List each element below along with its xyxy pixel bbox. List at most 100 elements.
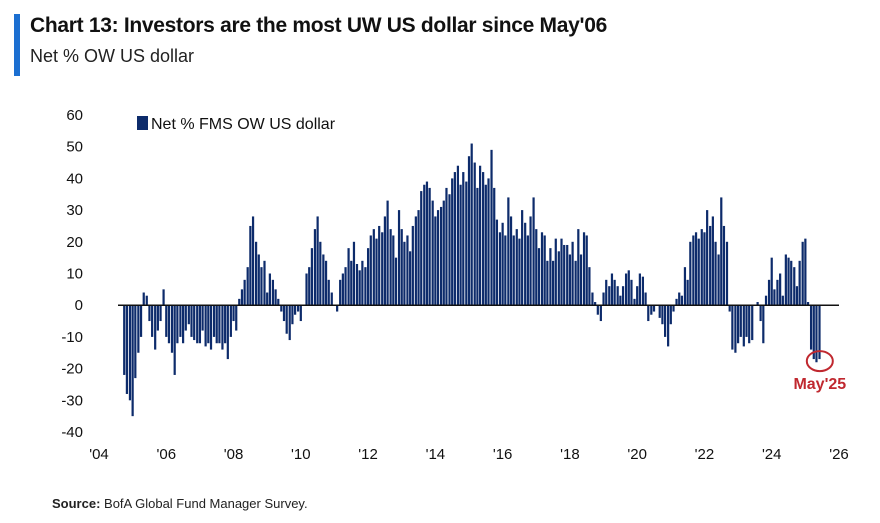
bar bbox=[599, 305, 602, 322]
bar bbox=[563, 244, 566, 306]
bar bbox=[420, 191, 423, 306]
annotation-circle bbox=[805, 350, 834, 373]
bar bbox=[638, 273, 641, 306]
bar bbox=[339, 279, 342, 306]
bar bbox=[193, 305, 196, 341]
bar bbox=[619, 295, 622, 306]
bar bbox=[784, 254, 787, 306]
bar bbox=[577, 229, 580, 306]
bar bbox=[330, 292, 333, 306]
bar bbox=[414, 216, 417, 306]
bar bbox=[431, 200, 434, 306]
bar bbox=[804, 238, 807, 306]
bar bbox=[123, 305, 126, 375]
bar bbox=[277, 298, 280, 306]
bar bbox=[549, 248, 552, 306]
bar bbox=[137, 305, 140, 353]
bar bbox=[745, 305, 748, 337]
bar bbox=[445, 187, 448, 306]
bar bbox=[274, 289, 277, 306]
bar bbox=[366, 248, 370, 306]
bar bbox=[344, 267, 347, 306]
bar bbox=[664, 305, 667, 337]
bar bbox=[680, 295, 684, 306]
bar bbox=[456, 165, 460, 306]
bar bbox=[467, 156, 471, 306]
bar bbox=[381, 232, 384, 306]
bar bbox=[566, 244, 569, 306]
y-tick-label: 30 bbox=[66, 202, 83, 219]
bar bbox=[700, 229, 703, 306]
x-tick-label: '08 bbox=[224, 446, 244, 463]
bar bbox=[436, 210, 440, 306]
bar bbox=[162, 289, 165, 306]
bar bbox=[226, 305, 229, 360]
bar bbox=[661, 305, 664, 325]
bar bbox=[574, 260, 577, 306]
annotation-label: May'25 bbox=[793, 376, 846, 393]
x-tick-label: '18 bbox=[560, 446, 580, 463]
bar bbox=[249, 225, 252, 306]
bar bbox=[728, 305, 731, 312]
bar bbox=[683, 267, 687, 306]
bar bbox=[181, 305, 185, 344]
x-tick-label: '16 bbox=[493, 446, 513, 463]
bar bbox=[207, 305, 210, 344]
bar bbox=[616, 286, 619, 306]
bar bbox=[636, 286, 639, 306]
bar bbox=[658, 305, 661, 318]
legend-swatch bbox=[137, 116, 148, 130]
bar bbox=[145, 295, 148, 306]
bar bbox=[308, 267, 311, 306]
bar bbox=[291, 305, 294, 325]
bar bbox=[585, 235, 588, 306]
bar bbox=[425, 181, 429, 306]
bar bbox=[487, 178, 490, 306]
bar bbox=[610, 273, 614, 306]
bar bbox=[806, 302, 810, 306]
bar bbox=[756, 302, 759, 306]
y-tick-label: -20 bbox=[61, 361, 83, 378]
bar bbox=[361, 260, 364, 306]
bar bbox=[462, 172, 465, 306]
x-tick-label: '10 bbox=[291, 446, 311, 463]
bar bbox=[184, 305, 187, 331]
bar bbox=[159, 305, 162, 322]
bar bbox=[675, 298, 678, 306]
bar bbox=[748, 305, 751, 344]
bar bbox=[605, 279, 608, 306]
bar bbox=[560, 238, 563, 306]
bar bbox=[812, 305, 815, 360]
bar bbox=[131, 305, 134, 417]
bar bbox=[624, 273, 628, 306]
x-tick-label: '24 bbox=[762, 446, 782, 463]
bar bbox=[263, 260, 266, 306]
bar bbox=[305, 273, 308, 306]
bar bbox=[714, 241, 717, 306]
bar bbox=[798, 260, 801, 306]
bar bbox=[400, 229, 403, 306]
bar bbox=[546, 260, 549, 306]
bar bbox=[512, 235, 515, 306]
bar bbox=[173, 305, 176, 375]
bar bbox=[647, 305, 650, 322]
bar bbox=[711, 216, 714, 306]
source-note: Source: BofA Global Fund Manager Survey. bbox=[52, 496, 308, 511]
bar bbox=[142, 292, 145, 306]
x-tick-label: '04 bbox=[89, 446, 109, 463]
bar bbox=[397, 210, 401, 306]
bar bbox=[224, 305, 227, 344]
bar bbox=[170, 305, 174, 353]
bar bbox=[650, 305, 653, 315]
bar bbox=[633, 298, 636, 306]
bar bbox=[579, 254, 583, 306]
bar bbox=[448, 194, 451, 306]
bar bbox=[417, 210, 420, 306]
y-tick-label: -10 bbox=[61, 329, 83, 346]
bar bbox=[596, 305, 599, 315]
y-tick-label: 20 bbox=[66, 234, 83, 251]
y-tick-label: 40 bbox=[66, 170, 83, 187]
bar bbox=[243, 279, 246, 306]
bar bbox=[254, 241, 258, 306]
bar bbox=[641, 276, 645, 306]
